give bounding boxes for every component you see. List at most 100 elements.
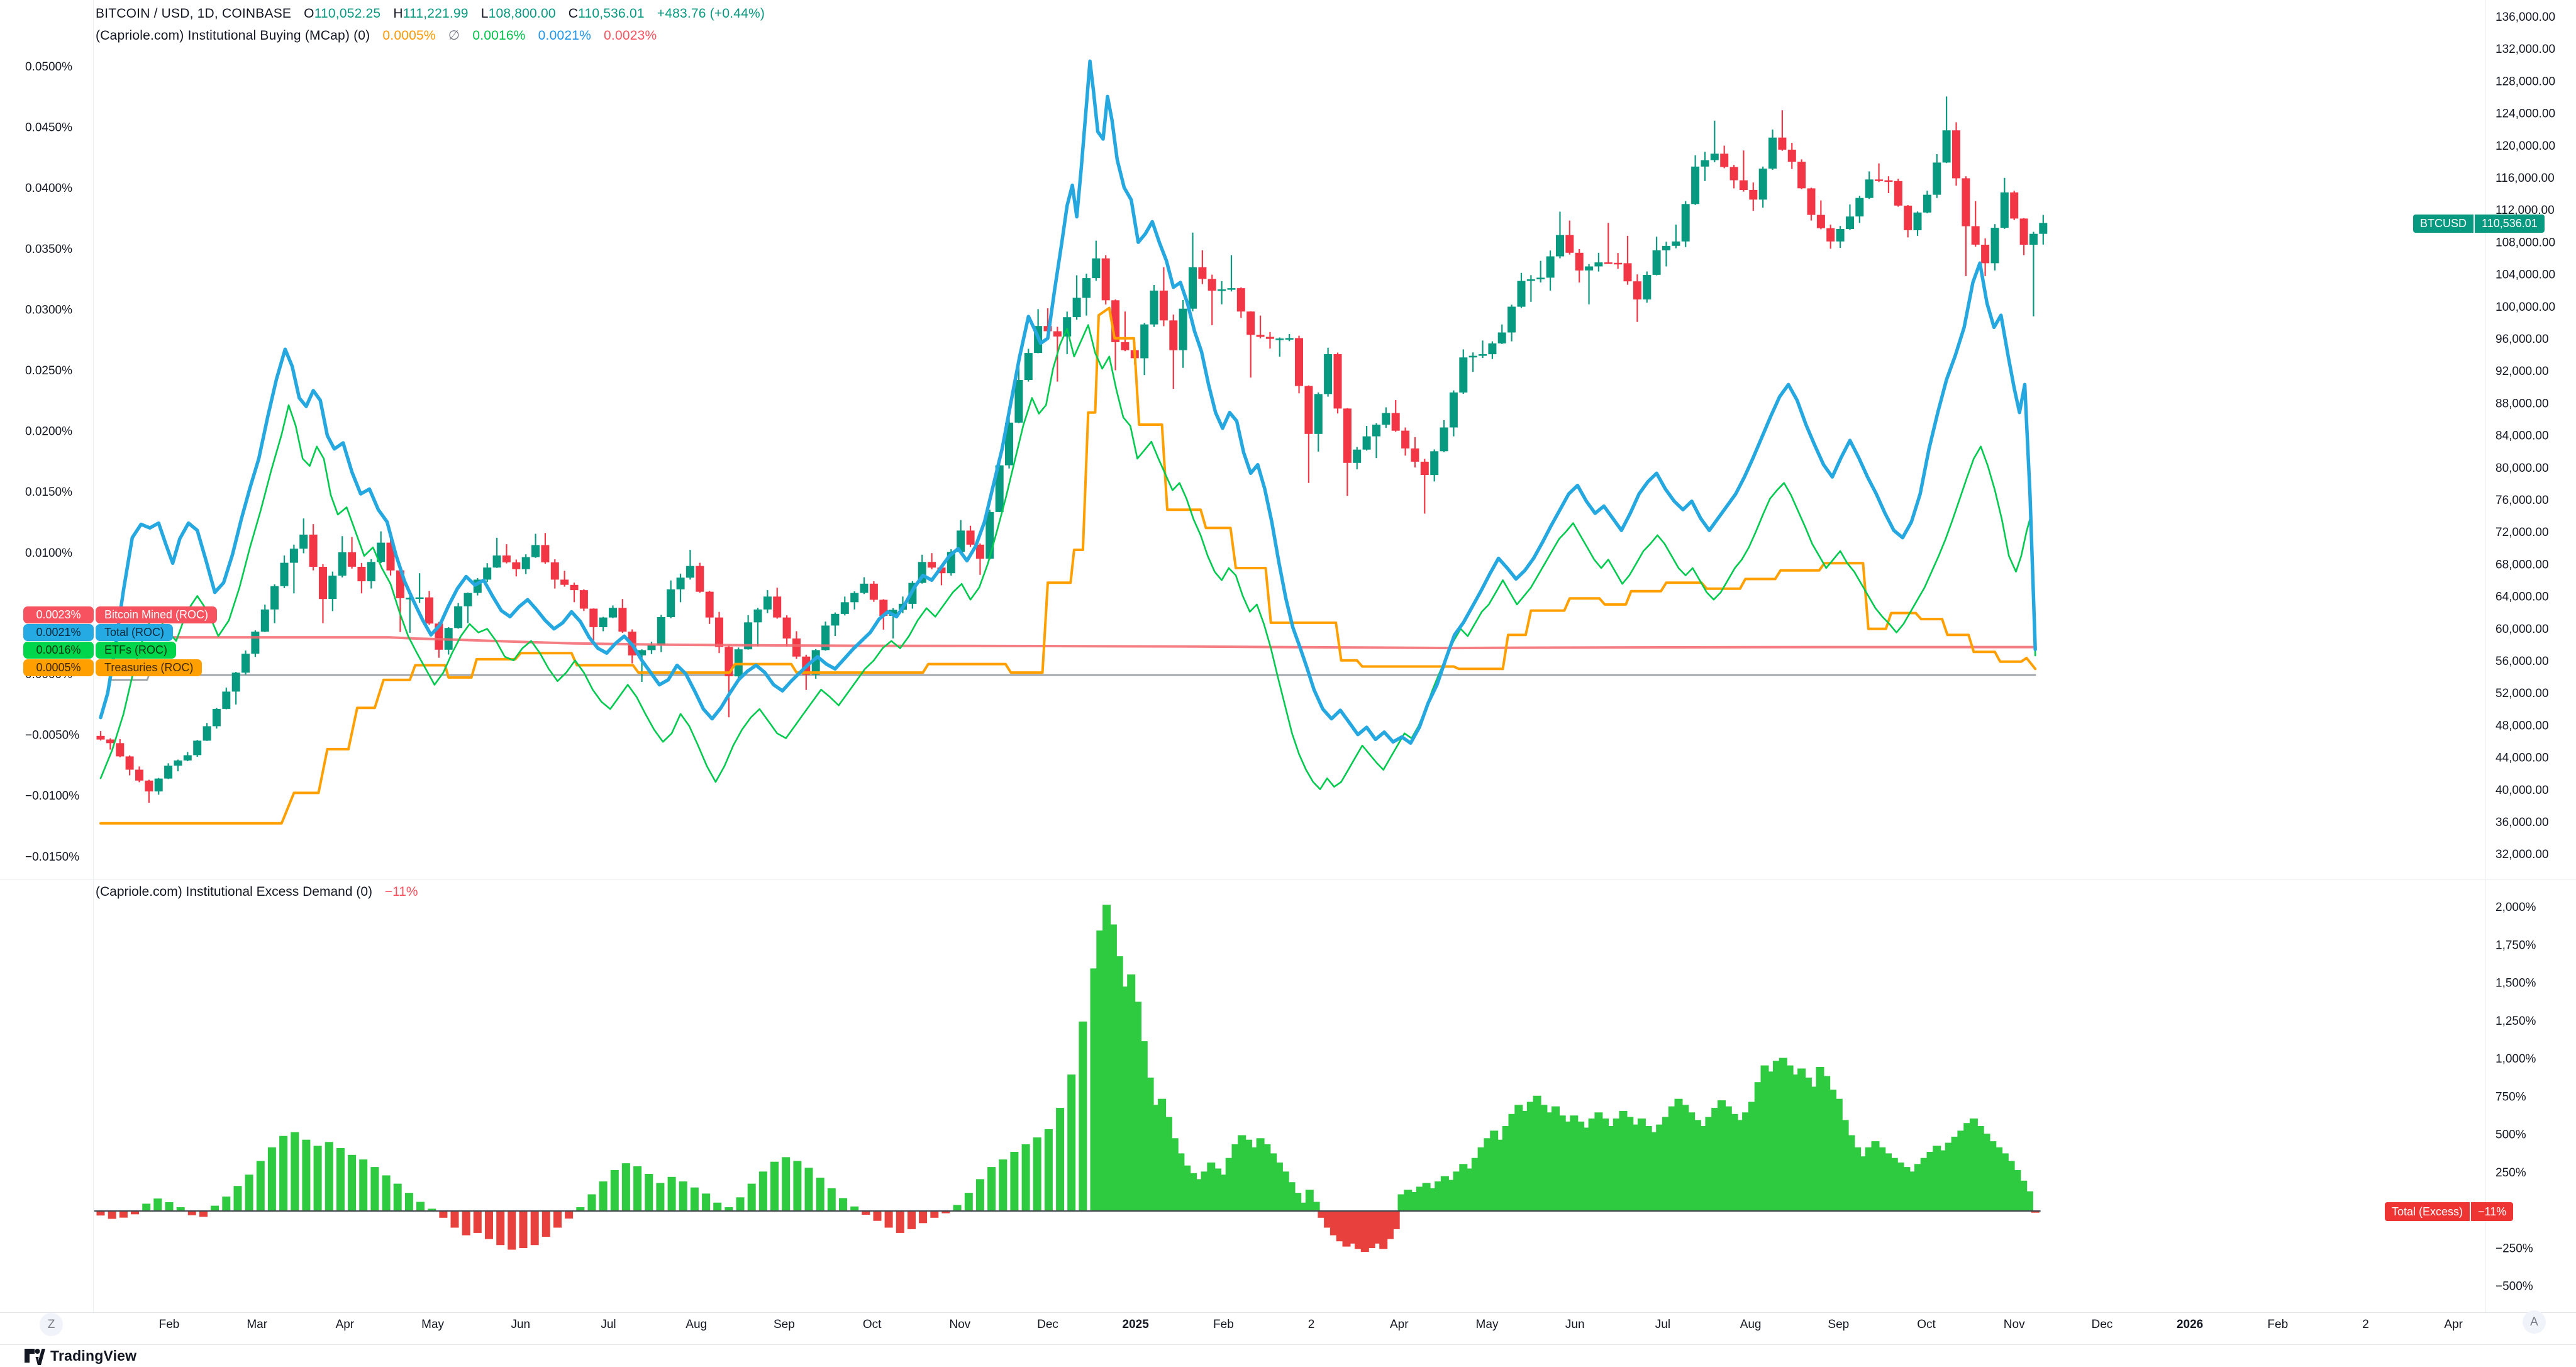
excess-demand-bar bbox=[393, 1183, 402, 1211]
candle-body bbox=[242, 654, 250, 673]
candle-body bbox=[1604, 262, 1613, 264]
candle-body bbox=[869, 583, 878, 600]
excess-demand-bar bbox=[1607, 1126, 1615, 1211]
candle-body bbox=[1053, 331, 1062, 337]
excess-demand-bar bbox=[1853, 1147, 1862, 1211]
excess-demand-bar bbox=[1127, 974, 1136, 1211]
excess-demand-bar bbox=[1385, 1211, 1394, 1239]
indicator-etfs-value: 0.0016% bbox=[472, 28, 526, 43]
auto-scale-button[interactable]: A bbox=[2523, 1310, 2546, 1334]
candle-body bbox=[1014, 380, 1023, 423]
symbol-title[interactable]: BITCOIN / USD, 1D, COINBASE bbox=[96, 6, 292, 21]
excess-demand-bar bbox=[1189, 1173, 1197, 1212]
excess-demand-bar bbox=[1773, 1061, 1781, 1211]
axis-label: 92,000.00 bbox=[2496, 365, 2549, 378]
legend-row-etfs-roc[interactable]: 0.0016% ETFs (ROC) bbox=[23, 642, 176, 659]
candle-body bbox=[280, 562, 289, 586]
candle-body bbox=[231, 672, 240, 692]
candle-body bbox=[1488, 343, 1497, 355]
excess-demand-indicator-row[interactable]: (Capriole.com) Institutional Excess Dema… bbox=[96, 884, 418, 900]
excess-demand-bar bbox=[1459, 1164, 1468, 1211]
excess-demand-bar bbox=[165, 1202, 174, 1211]
candle-body bbox=[154, 778, 163, 792]
candle-body bbox=[1749, 189, 1758, 200]
go-to-date-button[interactable]: Z bbox=[40, 1313, 63, 1336]
candle-body bbox=[1904, 205, 1913, 230]
excess-demand-bar bbox=[999, 1159, 1008, 1211]
candle-body bbox=[1324, 354, 1333, 394]
candle-body bbox=[357, 567, 366, 581]
excess-demand-title[interactable]: (Capriole.com) Institutional Excess Dema… bbox=[96, 884, 372, 899]
axis-label: 104,000.00 bbox=[2496, 269, 2555, 282]
excess-demand-bar bbox=[724, 1207, 733, 1211]
candle-body bbox=[763, 596, 772, 610]
excess-demand-bar bbox=[2024, 1191, 2033, 1211]
legend-row-total-roc[interactable]: 0.0021% Total (ROC) bbox=[23, 624, 174, 641]
excess-demand-bar bbox=[267, 1147, 276, 1211]
excess-demand-bar bbox=[713, 1202, 722, 1211]
excess-demand-bar bbox=[233, 1186, 242, 1211]
excess-demand-bar bbox=[1391, 1211, 1400, 1229]
excess-demand-bar bbox=[1754, 1082, 1763, 1211]
legend-label: ETFs (ROC) bbox=[96, 642, 176, 659]
candle-body bbox=[1179, 308, 1187, 350]
tradingview-logo[interactable]: TradingView bbox=[24, 1346, 136, 1365]
excess-demand-bar bbox=[1446, 1180, 1455, 1211]
indicator-title[interactable]: (Capriole.com) Institutional Buying (MCa… bbox=[96, 28, 370, 43]
excess-demand-bar bbox=[1453, 1171, 1462, 1211]
symbol-ohlc-row[interactable]: BITCOIN / USD, 1D, COINBASE O110,052.25 … bbox=[96, 6, 765, 21]
excess-demand-bar bbox=[519, 1211, 528, 1248]
excess-demand-bar bbox=[1256, 1138, 1265, 1211]
excess-demand-bar bbox=[302, 1139, 311, 1211]
excess-demand-bar bbox=[1194, 1179, 1203, 1211]
legend-value: 0.0021% bbox=[23, 624, 94, 641]
logo-bar-border bbox=[0, 1344, 2576, 1345]
excess-demand-bar bbox=[1945, 1142, 1953, 1211]
excess-demand-bar bbox=[508, 1211, 516, 1250]
excess-demand-bar bbox=[153, 1198, 162, 1211]
legend-row-treasuries-roc[interactable]: 0.0005% Treasuries (ROC) bbox=[23, 659, 203, 676]
candle-body bbox=[367, 562, 375, 581]
excess-value-badge[interactable]: Total (Excess) −11% bbox=[2385, 1202, 2514, 1221]
excess-demand-bar bbox=[919, 1211, 928, 1224]
candle-body bbox=[212, 708, 221, 727]
legend-row-bitcoin-mined-roc[interactable]: 0.0023% Bitcoin Mined (ROC) bbox=[23, 606, 218, 623]
candle-body bbox=[1092, 258, 1101, 279]
excess-demand-bar bbox=[313, 1146, 322, 1211]
excess-demand-bar bbox=[1207, 1162, 1216, 1211]
axis-label: 32,000.00 bbox=[2496, 848, 2549, 861]
candle-body bbox=[599, 617, 608, 627]
axis-label: 1,250% bbox=[2496, 1015, 2536, 1028]
indicator-row[interactable]: (Capriole.com) Institutional Buying (MCa… bbox=[96, 28, 657, 43]
candle-body bbox=[260, 609, 269, 632]
excess-demand-bar bbox=[1305, 1190, 1314, 1211]
candle-body bbox=[850, 593, 859, 603]
candle-body bbox=[1710, 153, 1719, 160]
excess-demand-bar bbox=[621, 1163, 630, 1211]
excess-demand-bar bbox=[1484, 1138, 1492, 1211]
excess-demand-bar bbox=[222, 1197, 231, 1211]
axis-label: 76,000.00 bbox=[2496, 494, 2549, 507]
axis-label: Jun bbox=[1565, 1318, 1585, 1331]
axis-label: 72,000.00 bbox=[2496, 526, 2549, 539]
axis-label: −500% bbox=[2496, 1280, 2533, 1293]
excess-demand-bar bbox=[428, 1208, 436, 1211]
candle-body bbox=[1382, 413, 1391, 425]
tradingview-logo-text: TradingView bbox=[50, 1347, 137, 1364]
excess-demand-bar bbox=[702, 1193, 711, 1211]
candle-body bbox=[657, 617, 665, 645]
excess-demand-bar bbox=[1508, 1113, 1517, 1211]
candle-body bbox=[638, 650, 647, 656]
excess-demand-bar bbox=[804, 1168, 813, 1211]
axis-label: Feb bbox=[2267, 1318, 2288, 1331]
candle-body bbox=[1430, 451, 1439, 476]
excess-demand-bar bbox=[1920, 1158, 1929, 1211]
candle-body bbox=[1739, 180, 1748, 190]
candle-body bbox=[1372, 425, 1380, 437]
excess-demand-bar bbox=[1736, 1120, 1745, 1211]
excess-demand-bar bbox=[1182, 1165, 1191, 1211]
last-price-badge[interactable]: BTCUSD 110,536.01 bbox=[2413, 215, 2545, 233]
excess-demand-bar bbox=[1539, 1105, 1548, 1211]
